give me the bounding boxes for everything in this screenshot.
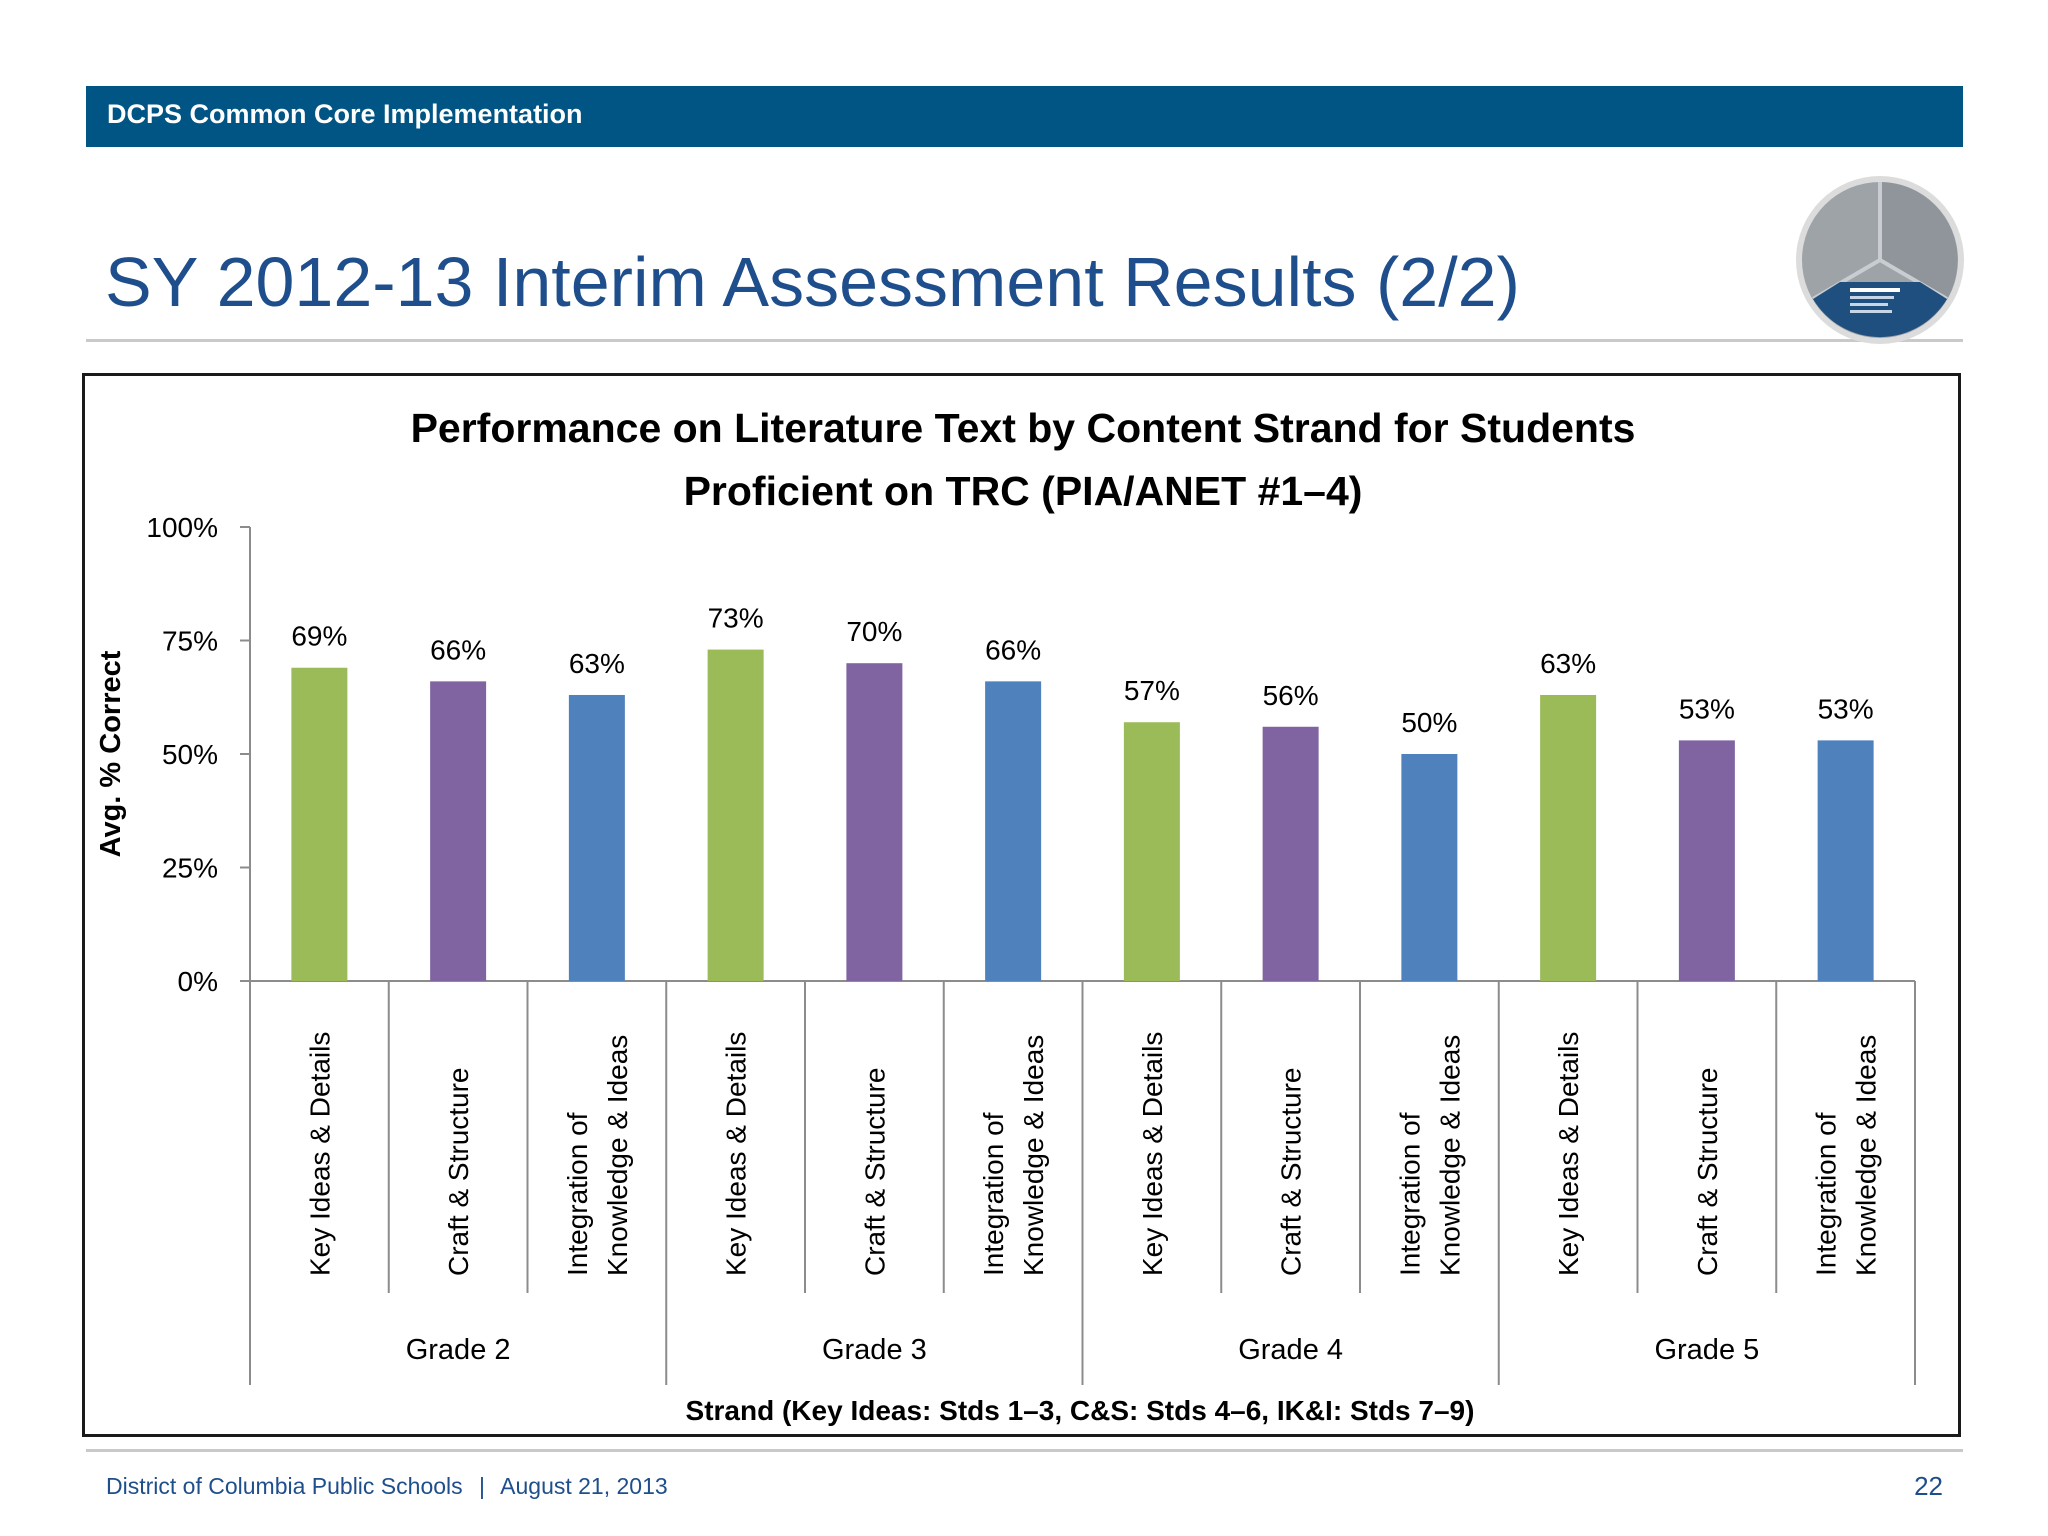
category-label: Key Ideas & Details <box>1137 1032 1168 1276</box>
category-label: Key Ideas & Details <box>721 1032 752 1276</box>
bar <box>1817 740 1874 981</box>
category-label: Knowledge & Ideas <box>602 1035 633 1276</box>
bar <box>1540 694 1597 981</box>
bar-value-label: 50% <box>1401 707 1457 738</box>
category-label: Craft & Structure <box>1276 1067 1307 1276</box>
group-label: Grade 3 <box>822 1334 927 1366</box>
bar-value-label: 70% <box>846 616 902 647</box>
header-bar: DCPS Common Core Implementation <box>86 86 1963 147</box>
category-label: Knowledge & Ideas <box>1018 1035 1049 1276</box>
bar-value-label: 69% <box>291 621 347 652</box>
footer-text: District of Columbia Public Schools | Au… <box>106 1473 668 1500</box>
category-label: Integration of <box>1811 1112 1842 1276</box>
category-label: Craft & Structure <box>859 1067 890 1276</box>
y-tick-label: 100% <box>146 512 218 543</box>
bar <box>1678 740 1735 981</box>
footer-divider <box>86 1449 1963 1452</box>
category-label: Knowledge & Ideas <box>1434 1035 1465 1276</box>
page-number: 22 <box>1914 1471 1943 1501</box>
y-tick-label: 75% <box>162 626 218 657</box>
bar-value-label: 66% <box>985 634 1041 665</box>
category-label: Key Ideas & Details <box>304 1032 335 1276</box>
category-label: Key Ideas & Details <box>1553 1032 1584 1276</box>
footer-date: August 21, 2013 <box>500 1473 668 1499</box>
bar <box>430 681 487 981</box>
bar-value-label: 63% <box>1540 648 1596 679</box>
footer-separator: | <box>479 1473 486 1499</box>
category-label: Craft & Structure <box>443 1067 474 1276</box>
bar-value-label: 73% <box>708 603 764 634</box>
bar-value-label: 66% <box>430 634 486 665</box>
bar-value-label: 53% <box>1818 693 1874 724</box>
header-label: DCPS Common Core Implementation <box>107 99 583 129</box>
y-tick-label: 50% <box>162 739 218 770</box>
category-label: Integration of <box>1394 1112 1425 1276</box>
bar <box>568 694 625 981</box>
bar <box>1262 726 1319 981</box>
effectiveness-logo <box>1796 176 1964 344</box>
footer-org: District of Columbia Public Schools <box>106 1473 463 1499</box>
bar-value-label: 53% <box>1679 693 1735 724</box>
bar <box>1123 722 1180 981</box>
x-axis-title: Strand (Key Ideas: Stds 1–3, C&S: Stds 4… <box>686 1395 1475 1426</box>
bar-value-label: 56% <box>1263 680 1319 711</box>
category-label: Craft & Structure <box>1692 1067 1723 1276</box>
category-label: Integration of <box>978 1112 1009 1276</box>
chart-frame <box>82 373 1961 1437</box>
group-label: Grade 5 <box>1654 1334 1759 1366</box>
bar <box>985 681 1042 981</box>
bar <box>291 667 348 981</box>
y-tick-label: 25% <box>162 853 218 884</box>
slide-title: SY 2012-13 Interim Assessment Results (2… <box>105 243 1520 321</box>
category-label: Integration of <box>562 1112 593 1276</box>
group-label: Grade 4 <box>1238 1334 1343 1366</box>
bar-value-label: 57% <box>1124 675 1180 706</box>
bar <box>846 663 903 981</box>
chart-title-line: Performance on Literature Text by Conten… <box>411 405 1636 451</box>
y-tick-label: 0% <box>178 966 218 997</box>
title-divider <box>86 339 1963 342</box>
bar <box>707 649 764 981</box>
bar-value-label: 63% <box>569 648 625 679</box>
chart-title-line: Proficient on TRC (PIA/ANET #1–4) <box>684 468 1363 514</box>
category-label: Knowledge & Ideas <box>1851 1035 1882 1276</box>
bar <box>1401 754 1458 981</box>
y-axis-title: Avg. % Correct <box>95 650 127 857</box>
group-label: Grade 2 <box>406 1334 511 1366</box>
